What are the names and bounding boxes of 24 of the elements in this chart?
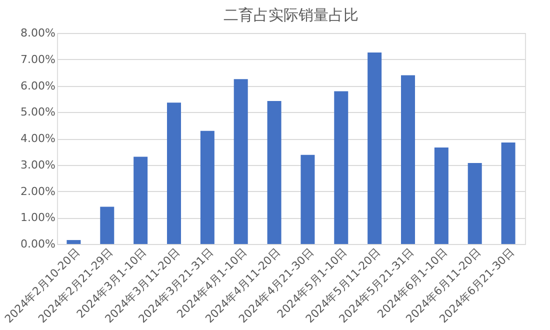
y-tick-label: 8.00%	[20, 26, 56, 40]
bar	[234, 79, 248, 244]
chart-title: 二育占实际销量占比	[224, 6, 358, 24]
bar	[501, 142, 516, 244]
y-tick-label: 7.00%	[20, 52, 56, 66]
bar	[66, 240, 81, 244]
y-tick-label: 6.00%	[20, 79, 56, 92]
y-tick-label: 3.00%	[20, 158, 56, 172]
y-tick-label: 1.00%	[20, 211, 56, 224]
bar	[300, 154, 315, 244]
y-tick-label: 0.00%	[20, 238, 56, 250]
y-tick-label: 5.00%	[20, 106, 56, 119]
y-tick-label: 2.00%	[20, 184, 56, 198]
bar	[401, 75, 415, 244]
y-tick-label: 4.00%	[20, 132, 56, 145]
bar	[200, 130, 214, 244]
bar	[167, 102, 181, 244]
bar	[368, 52, 382, 244]
bar	[100, 206, 114, 244]
bar	[334, 91, 348, 244]
bar	[434, 147, 448, 244]
bar	[267, 101, 282, 244]
bar	[134, 156, 148, 244]
bar	[468, 163, 482, 244]
